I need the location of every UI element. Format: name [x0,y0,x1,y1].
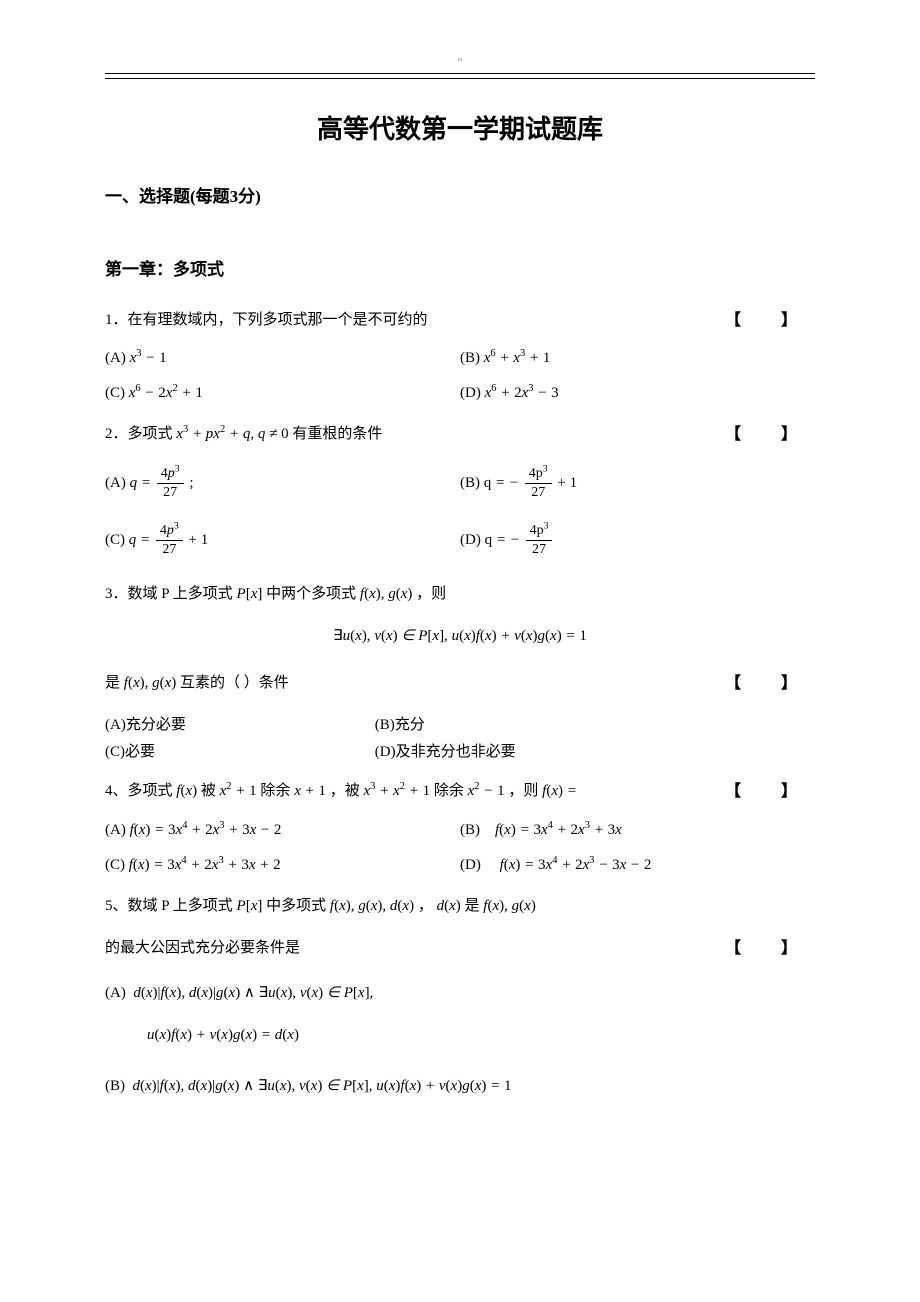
q1-stem: 1．在有理数域内，下列多项式那一个是不可约的 【 】 [105,306,815,336]
q2-options-row2: (C) q = 4p327 + 1 (D) q = − 4p327 [105,522,815,559]
q5-stem-line1: 5、数域 P 上多项式 P[x] 中多项式 f(x), g(x), d(x) ，… [105,892,815,921]
q3-opt-c: (C)必要 [105,740,375,761]
q1-options-row2: (C) x6 − 2x2 + 1 (D) x6 + 2x3 − 3 [105,385,815,402]
q4-stem: 4、多项式 f(x) 被 x2 + 1 除余 x + 1 ，被 x3 + x2 … [105,777,815,807]
chapter-heading: 第一章：多项式 [105,255,815,280]
q2-stem: 2．多项式 x3 + px2 + q, q ≠ 0 有重根的条件 【 】 [105,420,815,450]
q3-opt-d: (D)及非充分也非必要 [375,740,815,761]
section-heading: 一、选择题(每题3分) [105,182,815,207]
q5-opt-b: (B) d(x)|f(x), d(x)|g(x) ∧ ∃u(x), v(x) ∈… [105,1072,815,1101]
page: " 高等代数第一学期试题库 一、选择题(每题3分) 第一章：多项式 1．在有理数… [0,0,920,1174]
q2-opt-b: (B) q = − 4p327 + 1 [460,465,815,502]
q1-opt-a: (A) x3 − 1 [105,350,460,367]
q4-options-row1: (A) f(x) = 3x4 + 2x3 + 3x − 2 (B) f(x) =… [105,822,815,839]
q3-options-row1: (A)充分必要 (B)充分 [105,713,815,734]
q3-stem-line2: 是 f(x), g(x) 互素的（ ）条件 【 】 [105,669,815,699]
answer-bracket: 【 】 [725,777,815,807]
q2-opt-d: (D) q = − 4p327 [460,522,815,559]
q4-opt-d: (D) f(x) = 3x4 + 2x3 − 3x − 2 [460,857,815,874]
q4-options-row2: (C) f(x) = 3x4 + 2x3 + 3x + 2 (D) f(x) =… [105,857,815,874]
q5-stem-line2: 的最大公因式充分必要条件是 【 】 [105,934,815,964]
q3-center-equation: ∃u(x), v(x) ∈ P[x], u(x)f(x) + v(x)g(x) … [105,626,815,645]
top-rule-1 [105,73,815,74]
q2-options-row1: (A) q = 4p327 ; (B) q = − 4p327 + 1 [105,465,815,502]
q2-opt-c: (C) q = 4p327 + 1 [105,522,460,559]
q4-opt-b: (B) f(x) = 3x4 + 2x3 + 3x [460,822,815,839]
q4-opt-a: (A) f(x) = 3x4 + 2x3 + 3x − 2 [105,822,460,839]
answer-bracket: 【 】 [725,306,815,336]
q3-opt-a: (A)充分必要 [105,713,375,734]
page-title: 高等代数第一学期试题库 [105,109,815,146]
q5-opt-a-line1: (A) d(x)|f(x), d(x)|g(x) ∧ ∃u(x), v(x) ∈… [105,979,815,1008]
q3-options-row2: (C)必要 (D)及非充分也非必要 [105,740,815,761]
q1-opt-c: (C) x6 − 2x2 + 1 [105,385,460,402]
q3-stem-line1: 3．数域 P 上多项式 P[x] 中两个多项式 f(x), g(x) ，则 [105,580,815,609]
answer-bracket: 【 】 [725,669,815,699]
q1-opt-b: (B) x6 + x3 + 1 [460,350,815,367]
q5-opt-a-line2: u(x)f(x) + v(x)g(x) = d(x) [105,1021,815,1050]
top-rule-2 [105,78,815,79]
q2-opt-a: (A) q = 4p327 ; [105,465,460,502]
answer-bracket: 【 】 [725,420,815,450]
header-mark: " [105,55,815,71]
answer-bracket: 【 】 [725,934,815,964]
q4-opt-c: (C) f(x) = 3x4 + 2x3 + 3x + 2 [105,857,460,874]
q3-opt-b: (B)充分 [375,713,815,734]
q1-opt-d: (D) x6 + 2x3 − 3 [460,385,815,402]
q1-text: 1．在有理数域内，下列多项式那一个是不可约的 [105,312,428,328]
q1-options-row1: (A) x3 − 1 (B) x6 + x3 + 1 [105,350,815,367]
